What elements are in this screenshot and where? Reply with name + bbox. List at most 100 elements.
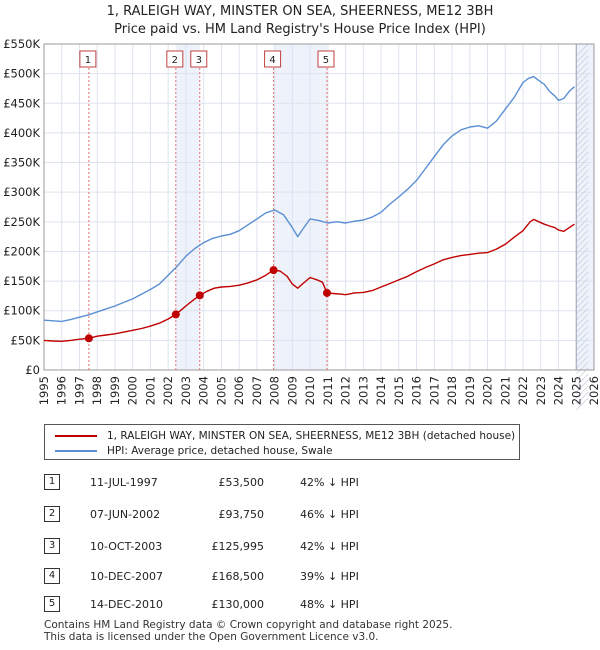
- hatch-line: [575, 55, 589, 69]
- chart-legend: 1, RALEIGH WAY, MINSTER ON SEA, SHEERNES…: [44, 424, 520, 460]
- hatch-line: [575, 289, 589, 303]
- hatch-line: [575, 109, 589, 123]
- hatch-line: [575, 283, 589, 297]
- x-tick-label: 2025: [569, 376, 583, 405]
- sale-point: [84, 334, 93, 343]
- hatch-line: [575, 325, 589, 339]
- hatch-line: [575, 193, 589, 207]
- hatch-line: [575, 115, 589, 129]
- hatch-line: [575, 271, 589, 285]
- sale-row: 2 07-JUN-2002 £93,750 46% ↓ HPI: [44, 504, 564, 524]
- hatch-line: [575, 373, 589, 387]
- hatch-line: [575, 151, 589, 165]
- x-tick-label: 1996: [55, 376, 69, 405]
- hatch-line: [575, 199, 589, 213]
- x-tick-label: 1997: [72, 376, 86, 405]
- x-tick-label: 2012: [339, 376, 353, 405]
- hatch-line: [575, 241, 589, 255]
- x-tick-label: 2000: [126, 376, 140, 405]
- y-tick-label: £100K: [3, 304, 40, 318]
- hatch-line: [575, 205, 589, 219]
- x-tick-label: 2016: [410, 376, 424, 405]
- x-tick-label: 2013: [356, 376, 370, 405]
- hatch-line: [575, 97, 589, 111]
- hatch-line: [575, 379, 589, 393]
- sale-hpi-diff: 48% ↓ HPI: [300, 598, 359, 611]
- x-tick-label: 2009: [285, 376, 299, 405]
- hatch-line: [575, 313, 589, 327]
- price-chart: £0 £50K £100K £150K £200K £250K £300K £350K £400…: [3, 37, 600, 411]
- sale-date: 07-JUN-2002: [90, 508, 161, 521]
- legend-item-hpi: HPI: Average price, detached house, Swal…: [55, 444, 332, 458]
- hatch-line: [575, 169, 589, 183]
- sale-price: £125,995: [211, 540, 265, 553]
- y-tick-label: £200K: [3, 244, 40, 258]
- hatch-line: [575, 265, 589, 279]
- property-price-line: [43, 218, 575, 342]
- sale-marker-label: 5: [323, 55, 329, 66]
- x-tick-label: 2026: [587, 376, 600, 405]
- sale-marker-box: [166, 50, 184, 68]
- x-tick-label: 2022: [516, 376, 530, 405]
- sale-price: £130,000: [211, 598, 265, 611]
- hatch-line: [575, 49, 589, 63]
- x-tick-label: 2019: [463, 376, 477, 405]
- sale-price: £93,750: [218, 508, 265, 521]
- hatch-line: [575, 361, 589, 375]
- sale-hpi-diff: 46% ↓ HPI: [300, 508, 359, 521]
- hatch-line: [575, 43, 589, 57]
- legend-item-property: 1, RALEIGH WAY, MINSTER ON SEA, SHEERNES…: [55, 429, 515, 443]
- hatch-line: [575, 79, 589, 93]
- hatch-line: [575, 163, 589, 177]
- hatch-line: [575, 355, 589, 369]
- legend-label-hpi: HPI: Average price, detached house, Swal…: [107, 445, 333, 457]
- y-tick-label: £0: [25, 363, 40, 377]
- sale-hpi-diff: 39% ↓ HPI: [300, 570, 359, 583]
- sale-hpi-diff: 42% ↓ HPI: [300, 540, 359, 553]
- hatch-line: [575, 85, 589, 99]
- hatch-line: [575, 133, 589, 147]
- hatch-line: [575, 247, 589, 261]
- hatch-line: [575, 223, 589, 237]
- sale-point: [322, 288, 331, 297]
- chart-title: 1, RALEIGH WAY, MINSTER ON SEA, SHEERNES…: [106, 4, 494, 19]
- x-tick-label: 2014: [374, 376, 388, 405]
- forecast-band: [576, 44, 594, 370]
- y-tick-label: £400K: [3, 126, 40, 140]
- plot-border: [43, 43, 595, 371]
- y-tick-label: £250K: [3, 215, 40, 229]
- x-tick-label: 2021: [498, 376, 512, 405]
- hatch-line: [575, 181, 589, 195]
- footer-copyright: Contains HM Land Registry data © Crown c…: [44, 619, 453, 631]
- hatch-line: [575, 349, 589, 363]
- hatch-line: [575, 307, 589, 321]
- hatch-line: [575, 187, 589, 201]
- hatch-line: [575, 331, 589, 345]
- x-tick-label: 2010: [303, 376, 317, 405]
- x-tick-label: 2018: [445, 376, 459, 405]
- legend-swatch-property: [55, 435, 97, 437]
- y-tick-label: £450K: [3, 96, 40, 110]
- highlight-band: [273, 44, 327, 370]
- sale-row: 4 10-DEC-2007 £168,500 39% ↓ HPI: [44, 566, 564, 586]
- y-tick-label: £50K: [11, 333, 41, 347]
- y-tick-label: £500K: [3, 67, 40, 81]
- x-tick-label: 2001: [143, 376, 157, 405]
- x-tick-label: 2007: [250, 376, 264, 405]
- sale-marker-box: [317, 50, 335, 68]
- hatch-line: [575, 319, 589, 333]
- sale-marker-label: 1: [85, 55, 91, 66]
- sale-date: 10-DEC-2007: [90, 570, 164, 583]
- x-tick-label: 2003: [179, 376, 193, 405]
- footer-license: This data is licensed under the Open Gov…: [44, 631, 379, 643]
- y-tick-label: £150K: [3, 274, 40, 288]
- hatch-line: [575, 157, 589, 171]
- x-tick-label: 2015: [392, 376, 406, 405]
- footer: Contains HM Land Registry data © Crown c…: [44, 619, 452, 643]
- sale-point: [195, 291, 204, 300]
- sale-point: [171, 310, 180, 319]
- chart-subtitle: Price paid vs. HM Land Registry's House …: [114, 22, 486, 37]
- hatch-line: [575, 139, 589, 153]
- hatch-line: [575, 337, 589, 351]
- sale-number-badge: 4: [44, 568, 60, 584]
